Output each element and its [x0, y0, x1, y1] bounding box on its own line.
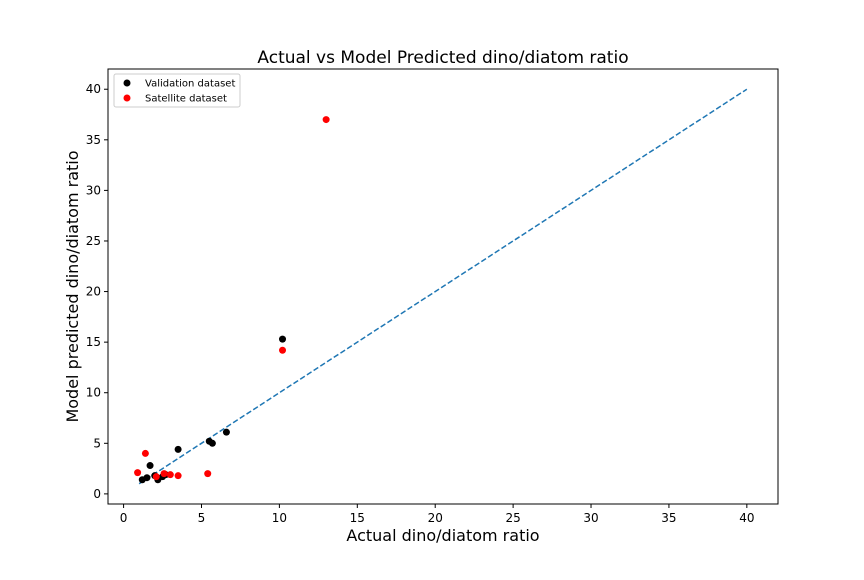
legend-marker-validation	[123, 79, 131, 87]
reference-line-layer	[138, 88, 748, 485]
y-tick-label: 30	[86, 183, 101, 197]
series-satellite	[134, 116, 330, 481]
legend-marker-satellite	[123, 94, 131, 102]
legend-frame	[113, 73, 241, 108]
data-point-validation	[279, 335, 287, 343]
data-point-validation	[174, 445, 182, 453]
y-tick-label: 0	[93, 487, 101, 501]
y-axis-label: Model predicted dino/diatom ratio	[63, 150, 82, 422]
x-tick-label: 40	[739, 511, 754, 525]
y-tick-label: 40	[86, 82, 101, 96]
y-tick-label: 15	[86, 335, 101, 349]
y-tick-label: 20	[86, 285, 101, 299]
legend-label-satellite: Satellite dataset	[145, 94, 227, 105]
x-tick-label: 25	[505, 511, 520, 525]
y-tick-label: 35	[86, 133, 101, 147]
x-tick-label: 30	[583, 511, 598, 525]
points-layer	[134, 116, 330, 484]
data-point-satellite	[322, 116, 330, 124]
data-point-validation	[208, 439, 216, 447]
y-ticks: 0 5 10 15 20 25 30 35 40	[86, 82, 108, 501]
data-point-satellite	[152, 473, 160, 481]
data-point-validation	[222, 428, 230, 436]
x-tick-label: 15	[350, 511, 365, 525]
data-point-satellite	[160, 470, 168, 478]
x-tick-label: 20	[428, 511, 443, 525]
data-point-satellite	[204, 470, 212, 478]
x-axis-label: Actual dino/diatom ratio	[346, 526, 539, 545]
data-point-satellite	[166, 471, 174, 479]
x-tick-label: 0	[120, 511, 128, 525]
data-point-validation	[146, 462, 154, 470]
x-tick-label: 5	[198, 511, 206, 525]
data-point-satellite	[141, 449, 149, 457]
data-point-satellite	[174, 472, 182, 480]
plot-frame	[107, 68, 779, 505]
data-point-satellite	[134, 469, 142, 477]
x-tick-label: 10	[272, 511, 287, 525]
data-point-satellite	[279, 346, 287, 354]
x-tick-label: 35	[661, 511, 676, 525]
y-tick-label: 10	[86, 386, 101, 400]
chart-title: Actual vs Model Predicted dino/diatom ra…	[257, 48, 628, 68]
data-point-validation	[143, 474, 151, 482]
x-ticks: 0 5 10 15 20 25 30 35 40	[120, 504, 754, 525]
y-tick-label: 25	[86, 234, 101, 248]
legend-label-validation: Validation dataset	[145, 79, 235, 90]
legend: Validation dataset Satellite dataset	[113, 73, 241, 108]
reference-line	[138, 88, 748, 485]
y-tick-label: 5	[93, 436, 101, 450]
